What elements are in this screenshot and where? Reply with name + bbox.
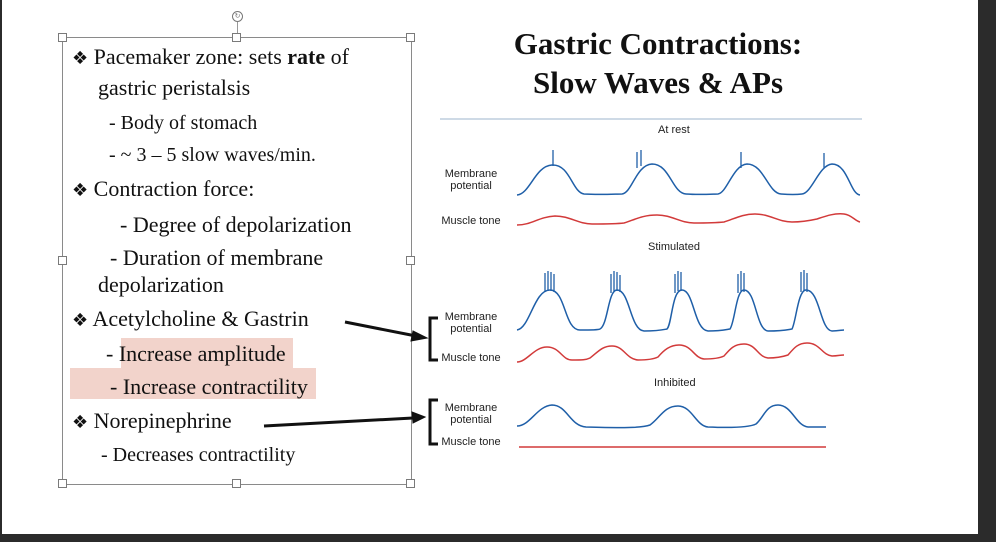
bullet-contraction-force: ❖ Contraction force: bbox=[72, 176, 255, 201]
label-muscle-tone-rest: Muscle tone bbox=[441, 215, 501, 227]
section-at-rest: At rest bbox=[658, 124, 690, 136]
bullet-pacemaker-line2: gastric peristalsis bbox=[98, 75, 251, 100]
title-line-2: Slow Waves & APs bbox=[532, 65, 784, 100]
sub-slow-waves: - ~ 3 – 5 slow waves/min. bbox=[109, 144, 316, 166]
rotate-handle-stem bbox=[237, 22, 238, 37]
title-line-1: Gastric Contractions: bbox=[513, 26, 803, 61]
resize-handle-bottom-left[interactable] bbox=[58, 479, 67, 488]
resize-handle-bottom[interactable] bbox=[232, 479, 241, 488]
arrow-norepinephrine bbox=[263, 411, 427, 428]
highlight-increase-amplitude bbox=[121, 338, 293, 368]
rotate-icon[interactable]: ↻ bbox=[232, 11, 243, 22]
highlight-increase-contractility bbox=[70, 368, 316, 399]
bullet-diamond-icon: ❖ bbox=[72, 48, 89, 69]
sub-body-of-stomach: - Body of stomach bbox=[109, 112, 258, 134]
sub-decreases-contractility: - Decreases contractility bbox=[101, 444, 296, 466]
window-frame-bottom bbox=[0, 534, 996, 542]
slide-canvas[interactable]: ↻ ❖ Pacemaker zone: sets rate of gastric… bbox=[2, 0, 978, 534]
label-membrane-stimulated: Membrane potential bbox=[444, 311, 498, 335]
label-muscle-tone-stimulated: Muscle tone bbox=[441, 352, 501, 364]
bullet-norepinephrine: ❖ Norepinephrine bbox=[72, 408, 232, 433]
muscle-trace-stimulated bbox=[516, 342, 845, 363]
arrow-acetylcholine bbox=[344, 320, 429, 342]
sub-increase-contractility: - Increase contractility bbox=[110, 374, 308, 399]
membrane-trace-inhibited bbox=[516, 404, 826, 429]
sub-duration-membrane-line2: depolarization bbox=[98, 272, 224, 297]
bracket-stimulated bbox=[428, 316, 438, 362]
resize-handle-top[interactable] bbox=[232, 33, 241, 42]
gastric-waveform-figure bbox=[263, 118, 862, 448]
bullet-diamond-icon: ❖ bbox=[72, 310, 89, 331]
action-potential-spikes-stimulated bbox=[544, 270, 808, 293]
resize-handle-left[interactable] bbox=[58, 256, 67, 265]
membrane-trace-stimulated bbox=[516, 289, 845, 332]
resize-handle-right[interactable] bbox=[406, 256, 415, 265]
resize-handle-top-left[interactable] bbox=[58, 33, 67, 42]
bullet-pacemaker: ❖ Pacemaker zone: sets rate of bbox=[72, 44, 349, 69]
section-stimulated: Stimulated bbox=[648, 241, 700, 253]
bullet-acetylcholine-gastrin: ❖ Acetylcholine & Gastrin bbox=[72, 306, 309, 331]
bullet-diamond-icon: ❖ bbox=[72, 412, 89, 433]
sub-increase-amplitude: - Increase amplitude bbox=[106, 341, 286, 366]
muscle-trace-rest bbox=[516, 213, 861, 226]
slide-title: Gastric Contractions: Slow Waves & APs bbox=[442, 24, 874, 102]
sub-degree-depolarization: - Degree of depolarization bbox=[120, 212, 352, 237]
label-muscle-tone-inhibited: Muscle tone bbox=[441, 436, 501, 448]
window-frame-right bbox=[978, 0, 996, 542]
sub-duration-membrane: - Duration of membrane bbox=[110, 245, 324, 270]
section-inhibited: Inhibited bbox=[654, 377, 696, 389]
membrane-trace-rest bbox=[516, 163, 861, 196]
label-membrane-inhibited: Membrane potential bbox=[444, 402, 498, 426]
action-potential-spikes-rest bbox=[552, 150, 825, 168]
window-frame-left bbox=[0, 0, 2, 542]
resize-handle-bottom-right[interactable] bbox=[406, 479, 415, 488]
resize-handle-top-right[interactable] bbox=[406, 33, 415, 42]
label-membrane-rest: Membrane potential bbox=[444, 168, 498, 192]
bullet-diamond-icon: ❖ bbox=[72, 180, 89, 201]
bracket-inhibited bbox=[428, 398, 438, 446]
